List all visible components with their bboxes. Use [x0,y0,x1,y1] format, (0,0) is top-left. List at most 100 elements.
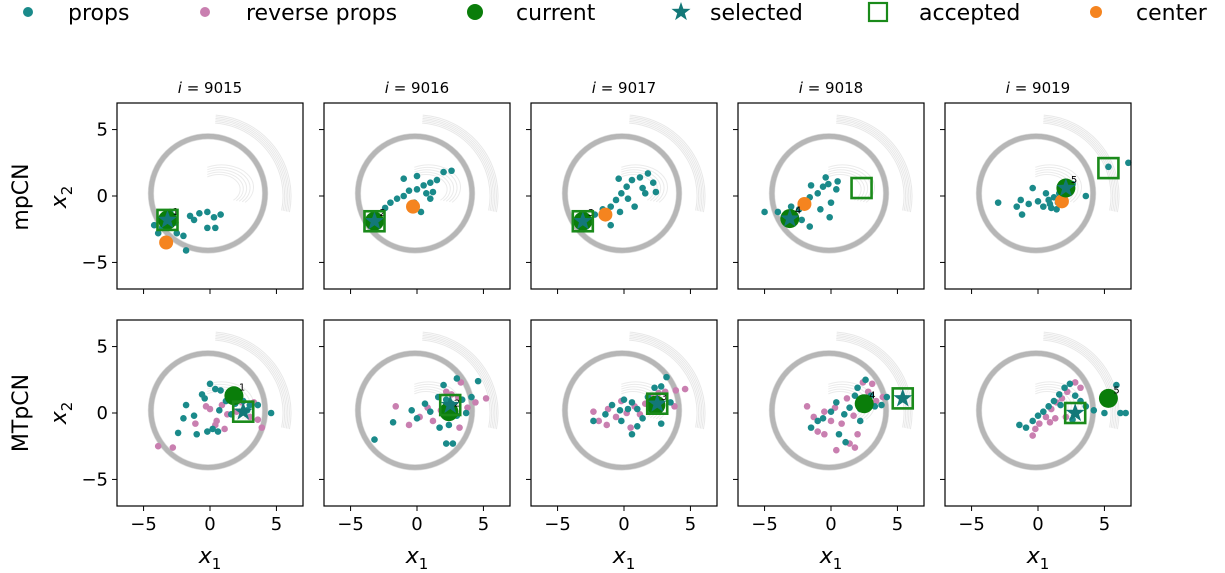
accepted-marker [891,387,915,410]
prop-point [807,424,815,431]
panel-frame [737,102,925,290]
prop-point [186,212,194,220]
prop-point [209,425,216,433]
current-label: 3 [661,392,667,403]
selected-point [573,211,593,230]
legend-marker-accepted [867,1,889,23]
panel-frame [323,319,511,507]
prop-point [878,401,885,409]
prop-point [210,213,218,221]
spiral-density [768,331,913,471]
reverse-prop-point [843,395,851,402]
reverse-prop-point [1071,379,1079,386]
accepted-marker [645,392,669,416]
prop-point [182,401,190,409]
reverse-prop-point [838,420,845,427]
prop-point [1018,211,1026,218]
panel-r1-c5: 5 [940,102,1132,294]
prop-point [822,174,829,181]
panel-title-col-1: i = 9015 [178,79,242,97]
legend-item-selected: selected [671,1,803,26]
prop-point [1066,380,1074,388]
prop-point [193,430,201,438]
prop-point [1090,407,1098,414]
prop-point [1113,381,1120,389]
prop-point [833,186,840,193]
prop-point [612,196,620,204]
legend-marker-props [23,7,33,17]
prop-point [819,183,827,190]
prop-point [216,407,223,414]
legend-item-accepted: accepted [867,1,1020,26]
center-point [797,196,812,211]
prop-point [851,392,859,400]
x-tick-label: 5 [478,514,489,535]
prop-point [819,415,827,422]
y-tick-label: 0 [97,403,108,424]
legend-label-accepted: accepted [919,1,1020,26]
prop-point [150,221,158,229]
prop-point [413,172,421,180]
prop-point [826,213,833,221]
y-tick-label: 0 [97,186,108,207]
reverse-prop-point [392,403,400,410]
prop-point [1057,401,1064,409]
prop-point [649,179,657,187]
selected-point [1065,403,1085,422]
x-tick-label: 0 [411,514,422,535]
prop-point [381,204,389,212]
reverse-prop-point [810,413,818,421]
reverse-prop-point [821,408,828,415]
prop-point [196,209,203,217]
selected-point [780,208,800,227]
reverse-prop-point [851,444,859,451]
prop-point [449,440,457,447]
prop-point [667,399,674,406]
prop-point [628,176,636,184]
prop-point [787,203,795,210]
selected-point [233,401,253,420]
prop-point [657,420,665,427]
prop-point [204,208,211,216]
prop-point [657,383,665,390]
prop-point [846,404,853,411]
current-label: 2 [454,399,460,410]
prop-point [448,167,455,175]
panel-title-col-4: i = 9018 [799,79,863,97]
reverse-prop-point [1046,419,1054,426]
prop-point [400,175,408,183]
prop-point [590,417,597,425]
prop-point [1071,392,1079,400]
prop-point [624,405,632,413]
prop-point [644,170,652,177]
reverse-prop-point [456,424,463,431]
x-axis-title-col-3: x1 [612,544,636,573]
prop-point [217,387,224,394]
panel-r2-c3: 3 −5 0 5 [526,319,718,535]
reverse-prop-point [169,444,177,451]
prop-point [1016,421,1023,429]
reverse-prop-point [831,404,839,411]
reverse-prop-point [672,387,680,394]
accepted-marker [850,176,873,200]
panel-r1-c1: 1 −5 0 5 [81,102,304,294]
accepted-marker [438,393,462,417]
x-axis-title-col-1: x1 [198,544,222,573]
x-tick-label: −5 [337,514,364,535]
prop-point [204,428,211,435]
prop-point [254,401,262,409]
panel-frame [116,102,304,290]
prop-point [433,176,441,184]
prop-point [602,411,609,418]
panel-frame [530,102,718,290]
prop-point [387,199,394,206]
reverse-prop-point [872,397,880,405]
prop-point [1055,391,1063,398]
center-point [159,235,174,250]
prop-point [827,199,835,206]
selected-point [440,395,460,414]
prop-point [417,208,425,216]
prop-point [663,373,670,381]
spiral-density [354,114,499,254]
prop-point [442,396,450,404]
